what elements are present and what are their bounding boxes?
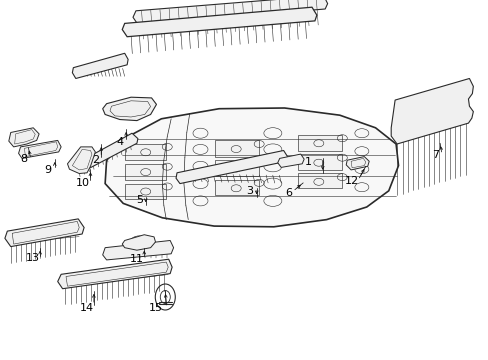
Text: 10: 10: [76, 178, 90, 188]
Text: 9: 9: [44, 165, 51, 175]
Text: 5: 5: [136, 195, 142, 205]
Text: 11: 11: [130, 254, 143, 264]
Text: 8: 8: [20, 154, 27, 164]
Polygon shape: [122, 235, 155, 250]
Polygon shape: [105, 108, 398, 227]
Text: 6: 6: [285, 188, 291, 198]
Polygon shape: [9, 128, 39, 147]
Text: 7: 7: [431, 150, 438, 160]
Text: 13: 13: [26, 253, 40, 264]
Text: 12: 12: [345, 176, 358, 186]
Polygon shape: [176, 150, 287, 184]
Text: 3: 3: [245, 186, 252, 196]
Polygon shape: [298, 135, 342, 151]
Polygon shape: [19, 140, 61, 158]
Polygon shape: [124, 144, 166, 160]
Polygon shape: [215, 160, 259, 176]
Polygon shape: [298, 173, 342, 188]
Polygon shape: [72, 53, 128, 78]
Polygon shape: [390, 78, 472, 144]
Polygon shape: [122, 7, 316, 37]
Polygon shape: [67, 147, 95, 174]
Polygon shape: [277, 154, 304, 167]
Text: 15: 15: [148, 303, 162, 313]
Polygon shape: [58, 259, 172, 289]
Polygon shape: [215, 140, 259, 157]
Polygon shape: [346, 157, 368, 170]
Text: 14: 14: [80, 303, 94, 313]
Polygon shape: [215, 180, 259, 195]
Polygon shape: [298, 154, 342, 170]
Polygon shape: [124, 184, 166, 199]
Polygon shape: [76, 133, 138, 173]
Polygon shape: [102, 240, 173, 260]
Polygon shape: [124, 164, 166, 180]
Polygon shape: [133, 0, 327, 24]
Text: 1: 1: [304, 157, 311, 167]
Polygon shape: [102, 97, 156, 121]
Text: 2: 2: [92, 155, 99, 165]
Polygon shape: [5, 219, 84, 247]
Text: 4: 4: [116, 137, 123, 147]
